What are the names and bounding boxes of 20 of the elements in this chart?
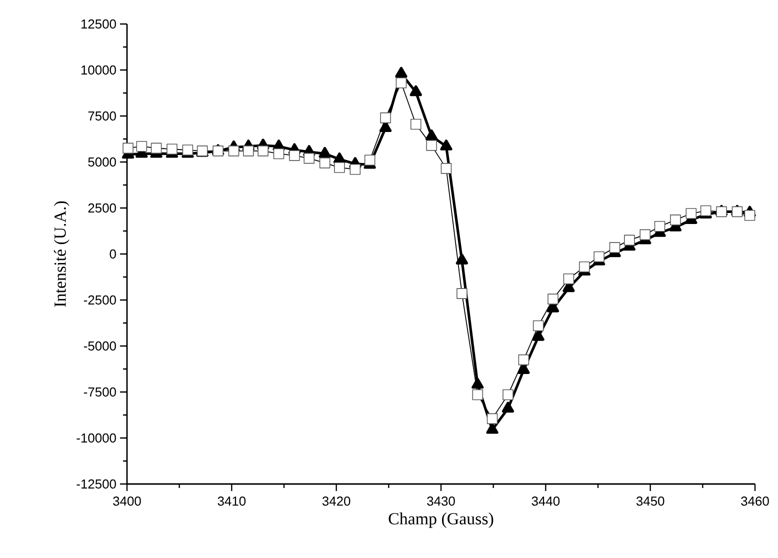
y-axis-title: Intensité (U.A.) — [54, 201, 70, 307]
x-axis-title: Champ (Gauss) — [388, 512, 494, 528]
y-tick-label: 0 — [110, 249, 116, 259]
y-tick-label: -10000 — [76, 433, 116, 443]
x-tick-label: 3440 — [532, 496, 560, 506]
y-tick-label: 7500 — [88, 111, 116, 121]
y-tick-label: -12500 — [76, 479, 116, 489]
y-tick-label: -7500 — [84, 387, 116, 397]
x-tick-label: 3400 — [113, 496, 141, 506]
x-tick-label: 3460 — [741, 496, 769, 506]
y-tick-label: -2500 — [84, 295, 116, 305]
y-tick-label: 10000 — [81, 65, 116, 75]
y-tick-label: -5000 — [84, 341, 116, 351]
x-tick-label: 3420 — [322, 496, 350, 506]
x-tick-label: 3450 — [636, 496, 664, 506]
x-tick-label: 3410 — [218, 496, 246, 506]
x-tick-label: 3430 — [427, 496, 455, 506]
y-tick-label: 12500 — [81, 19, 116, 29]
y-tick-label: 5000 — [88, 157, 116, 167]
y-tick-label: 2500 — [88, 203, 116, 213]
